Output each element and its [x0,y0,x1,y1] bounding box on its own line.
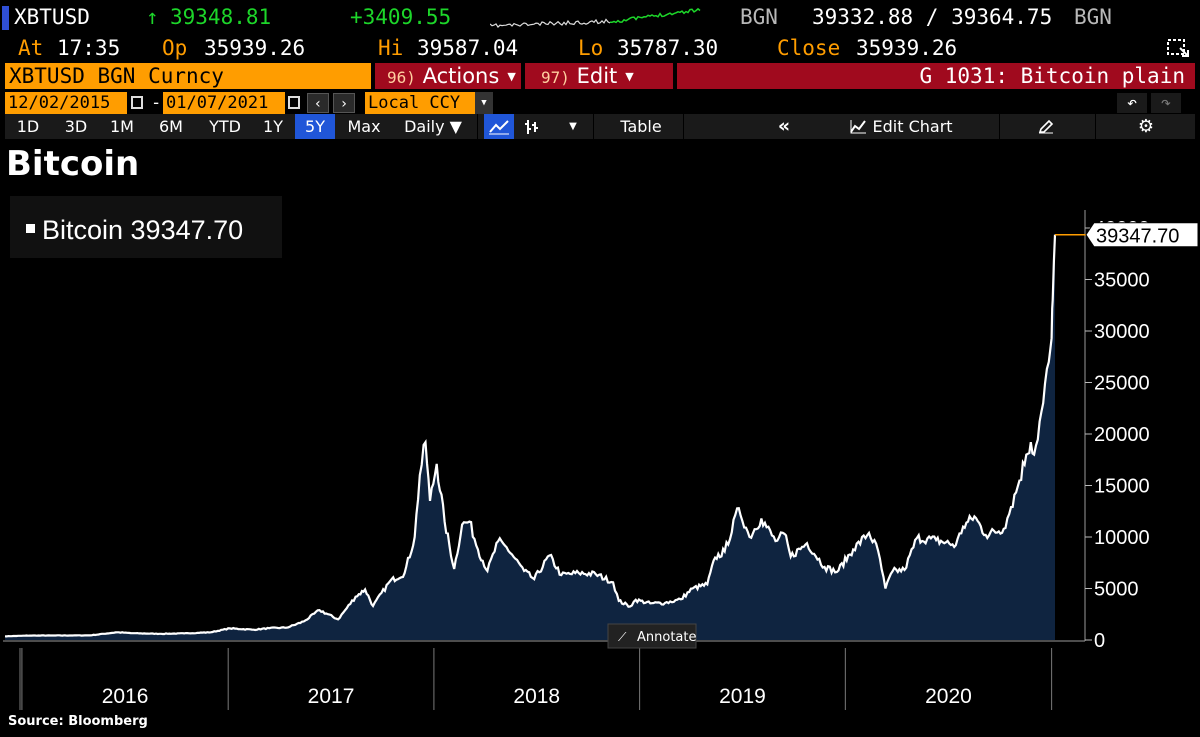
chevron-down-icon: ▼ [507,70,516,83]
price-chart: 0500010000150002000025000300003500040000… [3,196,1199,710]
undo-icon[interactable]: ↶ [1117,93,1147,113]
last-value-label: 39347.70 [1096,226,1179,248]
annotate-button[interactable]: ⟋ Annotate [607,623,697,649]
edit-chart-icon [850,120,867,134]
bid-ask: 39332.88 / 39364.75 [812,5,1053,29]
high-value: 39587.04 [417,36,519,60]
security-field[interactable]: XBTUSD BGN Curncy [5,63,371,89]
legend-box [10,196,282,258]
last-price: 39348.81 [170,5,272,29]
series-area-bitcoin [5,234,1055,640]
date-range-bar: 12/02/2015 - 01/07/2021 ‹ › Local CCY ▼ … [5,92,1195,114]
open-label: Op [162,36,188,60]
header-bar: XBTUSD BGN Curncy 96) Actions ▼ 97) Edit ▼… [5,63,1195,89]
annotate-pencil-icon: ⟋ [618,630,627,644]
legend-swatch [26,224,35,233]
actions-label: Actions [422,64,500,88]
range-button-3d[interactable]: 3D [64,117,88,136]
range-button-1m[interactable]: 1M [110,117,134,136]
redo-icon[interactable]: ↷ [1151,93,1181,113]
sparkline [490,7,701,29]
net-change: +3409.55 [350,5,452,29]
x-tick-label: 2018 [513,685,560,708]
range-button-5y[interactable]: 5Y [295,114,335,139]
y-tick-label: 15000 [1094,476,1150,498]
x-tick-label: 2020 [925,685,972,708]
edit-chart-label: Edit Chart [872,117,953,136]
date-dash: - [151,93,162,113]
line-chart-icon[interactable] [484,114,514,139]
actions-button[interactable]: 96) Actions ▼ [375,63,521,89]
y-tick-label: 5000 [1094,579,1139,601]
start-date-input[interactable]: 12/02/2015 [5,92,127,114]
up-arrow-icon: ↑ [146,5,159,29]
at-time: 17:35 [57,36,121,60]
low-label: Lo [578,36,604,60]
calendar-icon[interactable] [288,96,300,109]
x-tick-label: 2019 [719,685,766,708]
range-button-ytd[interactable]: YTD [209,117,241,136]
ticker[interactable]: XBTUSD [14,5,90,29]
page-title: Bitcoin [6,144,140,184]
range-button-max[interactable]: Max [347,117,381,136]
y-tick-label: 25000 [1094,373,1150,395]
security-marker [2,6,9,30]
annotate-label: Annotate [637,630,696,645]
chevron-down-icon: ▼ [625,70,634,83]
edit-number: 97) [541,68,570,87]
close-label: Close [777,36,841,60]
range-button-1d[interactable]: 1D [16,117,40,136]
range-button-6m[interactable]: 6M [159,117,183,136]
source-note: Source: Bloomberg [8,714,148,729]
period-select[interactable]: Daily ▼ [404,117,462,136]
x-tick-label: 2017 [308,685,355,708]
edit-chart-button[interactable]: Edit Chart [841,114,961,139]
gear-icon[interactable]: ⚙ [1137,116,1155,137]
ohlc-line: At 17:35 Op 35939.26 Hi 39587.04 Lo 3578… [0,34,1200,62]
currency-select[interactable]: Local CCY ▼ [365,92,493,114]
screenshot-icon[interactable] [1166,38,1192,60]
edit-button[interactable]: 97) Edit ▼ [525,63,673,89]
bid-source: BGN [740,5,778,29]
series-line-bitcoin[interactable] [4,234,1057,638]
table-button[interactable]: Table [620,117,662,136]
at-label: At [18,36,44,60]
high-label: Hi [378,36,404,60]
last-value-tag [1085,222,1199,248]
collapse-button[interactable]: « [777,115,791,137]
y-tick-label: 35000 [1094,270,1150,292]
quote-line: XBTUSD ↑ 39348.81 +3409.55 BGN 39332.88 … [0,0,1200,36]
edit-label: Edit [576,64,618,88]
chevron-down-icon[interactable]: ▼ [475,92,493,114]
end-date-input[interactable]: 01/07/2021 [163,92,285,114]
x-tick-label: 2016 [102,685,149,708]
range-button-1y[interactable]: 1Y [263,117,283,136]
legend-label[interactable]: Bitcoin 39347.70 [42,215,243,245]
currency-value: Local CCY [368,93,461,113]
bar-chart-icon[interactable] [517,114,547,139]
calendar-icon[interactable] [131,96,143,109]
open-value: 35939.26 [204,36,306,60]
prev-period-button[interactable]: ‹ [307,93,329,113]
low-value: 35787.30 [617,36,719,60]
y-tick-label: 10000 [1094,527,1150,549]
chart-toolbar: 1D 3D 1M 6M YTD 1Y 5Y Max Daily ▼ ▼ Table « Edi… [5,114,1195,139]
chart-name[interactable]: G 1031: Bitcoin plain [677,63,1195,89]
pencil-icon[interactable] [1031,114,1061,139]
next-period-button[interactable]: › [333,93,355,113]
ask-source: BGN [1074,5,1112,29]
y-tick-label: 30000 [1094,321,1150,343]
chart-type-dropdown-icon[interactable]: ▼ [569,121,577,132]
actions-number: 96) [387,68,416,87]
y-tick-label: 20000 [1094,424,1150,446]
y-tick-label: 0 [1094,630,1105,652]
close-value: 35939.26 [856,36,958,60]
